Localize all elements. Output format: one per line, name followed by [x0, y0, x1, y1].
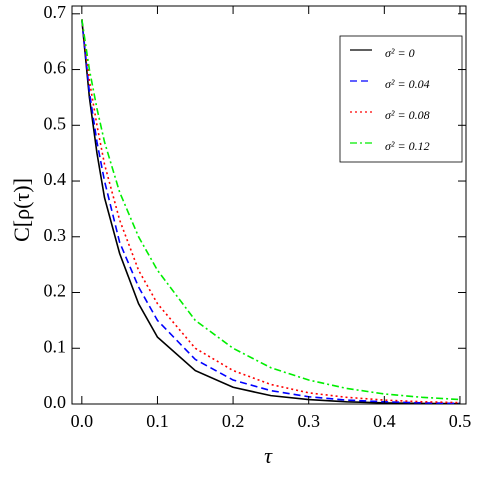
series-line	[81, 19, 460, 405]
legend-label: σ² = 0.08	[385, 108, 430, 122]
y-tick-label: 0.1	[44, 336, 67, 356]
y-tick-label: 0.2	[44, 281, 67, 301]
lines	[81, 19, 460, 405]
y-tick-label: 0.6	[44, 58, 67, 78]
y-tick-label: 0.7	[44, 2, 67, 22]
x-tick-label: 0.4	[373, 411, 396, 431]
y-tick-label: 0.4	[44, 169, 67, 189]
plot-frame	[71, 5, 467, 405]
series-line	[81, 19, 460, 404]
legend-label: σ² = 0.12	[385, 139, 430, 153]
y-tick-label: 0.3	[44, 225, 67, 245]
x-tick-label: 0.3	[297, 411, 320, 431]
series-line	[81, 19, 460, 401]
x-axis-label: τ	[264, 443, 273, 468]
x-tick-label: 0.1	[146, 411, 169, 431]
y-tick-label: 0.5	[44, 113, 67, 133]
x-tick-label: 0.5	[449, 411, 472, 431]
x-tick-label: 0.2	[222, 411, 245, 431]
series-line	[81, 19, 460, 405]
x-tick-label: 0.0	[71, 411, 94, 431]
legend-label: σ² = 0	[385, 46, 415, 60]
y-axis-label: C[ρ(τ)]	[9, 178, 34, 242]
y-tick-label: 0.0	[44, 392, 67, 412]
legend-box	[339, 35, 463, 163]
legend-label: σ² = 0.04	[385, 77, 430, 91]
